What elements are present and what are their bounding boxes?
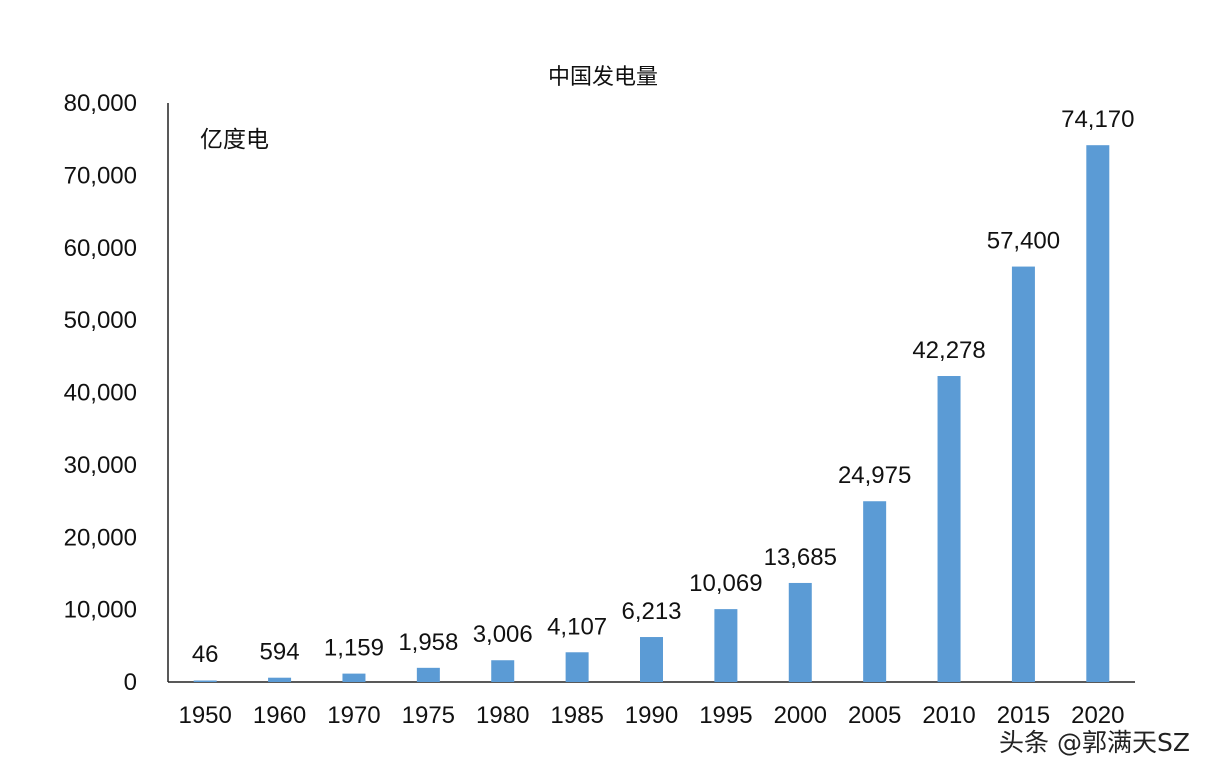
data-label-1970: 1,159: [324, 635, 384, 662]
bar-1980: [491, 660, 515, 682]
data-label-2010: 42,278: [912, 337, 985, 364]
x-tick-label: 2000: [774, 702, 827, 729]
x-tick-label: 1970: [327, 702, 380, 729]
y-tick-label: 20,000: [64, 524, 137, 551]
x-tick-label: 1985: [550, 702, 603, 729]
bar-2015: [1011, 266, 1035, 682]
bar-1990: [640, 637, 663, 682]
data-label-1975: 1,958: [398, 629, 458, 656]
data-label-1995: 10,069: [689, 570, 762, 597]
x-tick-label: 1995: [699, 702, 752, 729]
data-label-1950: 46: [192, 641, 219, 668]
x-tick-label: 1980: [476, 702, 529, 729]
bars-group: [193, 145, 1110, 682]
bar-2000: [788, 582, 812, 682]
data-label-1960: 594: [260, 639, 300, 666]
bar-1975: [416, 667, 440, 682]
bar-1960: [268, 677, 292, 682]
y-tick-label: 50,000: [64, 307, 137, 334]
watermark-text: 头条 @郭满天SZ: [999, 728, 1190, 757]
x-tick-label: 2015: [997, 702, 1050, 729]
bar-2020: [1086, 145, 1110, 682]
data-label-2020: 74,170: [1061, 106, 1134, 133]
x-tick-label: 1960: [253, 702, 306, 729]
data-label-1985: 4,107: [547, 613, 607, 640]
y-tick-label: 30,000: [64, 452, 137, 479]
y-tick-label: 60,000: [64, 235, 137, 262]
bar-1995: [714, 609, 738, 682]
y-tick-label: 70,000: [64, 162, 137, 189]
data-label-2005: 24,975: [838, 462, 911, 489]
y-tick-label: 80,000: [64, 90, 137, 117]
data-label-2015: 57,400: [987, 228, 1060, 255]
data-label-1990: 6,213: [621, 598, 681, 625]
bar-1950: [193, 680, 217, 682]
bar-1985: [565, 652, 589, 682]
x-tick-label: 1950: [178, 702, 231, 729]
data-label-2000: 13,685: [764, 544, 837, 571]
x-tick-label: 2020: [1071, 702, 1124, 729]
bar-2010: [937, 376, 961, 682]
x-tick-label: 2010: [922, 702, 975, 729]
y-axis-ticks: 0 10,000 20,000 30,000 40,000 50,000 60,000 70,…: [64, 90, 137, 696]
data-label-1980: 3,006: [473, 621, 533, 648]
y-tick-label: 0: [124, 669, 137, 696]
y-axis-unit-label: 亿度电: [200, 127, 269, 153]
y-tick-label: 10,000: [64, 597, 137, 624]
x-tick-label: 2005: [848, 702, 901, 729]
x-tick-label: 1990: [625, 702, 678, 729]
data-labels-group: 46 594 1,159 1,958 3,006 4,107 6,213 10,06913,6…: [192, 106, 1135, 668]
x-axis-ticks: 1950 1960 1970 1975 1980 1985 1990 1995 2000 2005…: [178, 702, 1124, 729]
bar-2005: [863, 501, 887, 682]
x-tick-label: 1975: [402, 702, 455, 729]
chart-title: 中国发电量: [548, 65, 658, 90]
y-tick-label: 40,000: [64, 380, 137, 407]
bar-1970: [342, 673, 366, 682]
